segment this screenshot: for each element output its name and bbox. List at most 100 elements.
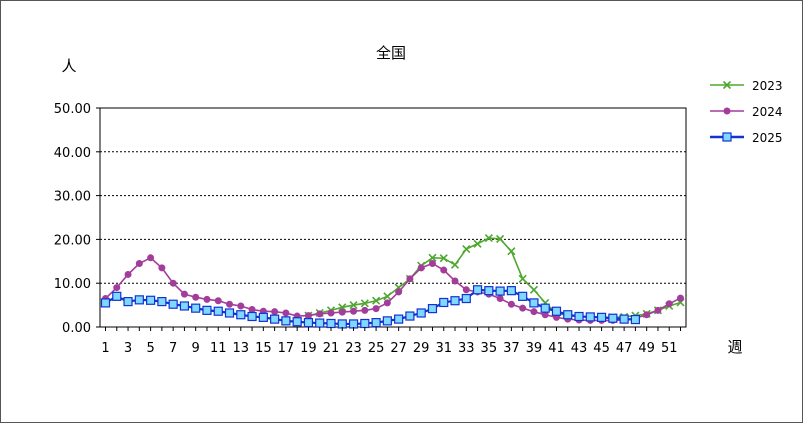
data-point	[180, 290, 188, 298]
data-point	[303, 318, 314, 328]
data-point	[677, 294, 684, 302]
data-point	[382, 316, 392, 326]
y-tick-label: 0.00	[62, 321, 91, 336]
data-point	[169, 279, 177, 287]
x-tick-label: 31	[435, 341, 452, 356]
data-point	[461, 293, 471, 304]
data-point	[226, 300, 234, 308]
data-point	[168, 299, 178, 309]
data-point	[179, 301, 190, 311]
data-point	[540, 303, 550, 313]
x-tick-label: 41	[548, 341, 565, 356]
data-point	[439, 297, 449, 308]
legend-marker	[722, 132, 732, 142]
data-point	[236, 310, 246, 320]
data-point	[337, 319, 347, 329]
data-point	[203, 295, 211, 303]
data-point	[135, 259, 143, 267]
data-point	[496, 234, 505, 244]
x-tick-label: 1	[101, 341, 109, 356]
x-axis-label: 週	[727, 338, 742, 356]
data-point	[440, 266, 448, 274]
x-tick-label: 35	[481, 341, 498, 356]
data-point	[406, 275, 414, 283]
data-point	[292, 317, 302, 327]
data-point	[507, 247, 516, 256]
x-tick-label: 17	[278, 341, 295, 356]
chart-title: 全国	[376, 44, 406, 62]
data-point	[112, 291, 122, 301]
x-tick-label: 3	[124, 341, 132, 356]
series-line-2024	[104, 256, 681, 322]
data-point	[247, 311, 257, 322]
data-point	[484, 286, 494, 296]
data-point	[451, 277, 459, 285]
data-point	[192, 293, 200, 301]
data-point	[271, 308, 279, 316]
data-point	[495, 286, 505, 296]
data-point	[258, 312, 268, 322]
legend-label: 2023	[752, 79, 783, 93]
data-point	[123, 296, 133, 307]
legend-item-2023: 2023	[710, 79, 783, 93]
data-point	[383, 292, 392, 301]
data-point	[551, 306, 562, 316]
data-point	[270, 314, 280, 324]
x-tick-label: 11	[210, 341, 227, 356]
legend: 2023 2024 2025	[710, 79, 783, 145]
data-point	[224, 308, 235, 318]
data-point	[472, 285, 483, 295]
y-tick-label: 40.00	[54, 146, 91, 161]
data-point	[462, 244, 471, 254]
x-tick-label: 7	[169, 341, 177, 356]
data-point	[360, 299, 369, 308]
data-point	[530, 308, 538, 316]
data-point	[473, 239, 482, 248]
data-point	[496, 295, 504, 303]
y-tick-label: 30.00	[54, 190, 91, 205]
data-point	[608, 313, 618, 323]
legend-label: 2025	[752, 131, 783, 145]
data-point	[214, 297, 222, 305]
data-point	[248, 305, 256, 313]
legend-label: 2024	[752, 105, 783, 119]
data-point	[506, 286, 516, 296]
x-tick-label: 23	[345, 341, 362, 356]
data-point	[417, 264, 425, 272]
data-point	[360, 318, 370, 329]
data-point	[338, 308, 346, 316]
x-tick-label: 25	[368, 341, 385, 356]
data-point	[349, 301, 358, 310]
data-point	[326, 318, 336, 329]
plot-area	[99, 107, 687, 328]
data-point	[484, 234, 493, 243]
data-point	[665, 300, 673, 308]
data-point	[518, 291, 528, 301]
x-tick-label: 49	[638, 341, 655, 356]
x-tick-label: 37	[503, 341, 520, 356]
data-point	[361, 306, 369, 314]
data-point	[439, 254, 448, 263]
x-tick-label: 51	[661, 341, 678, 356]
data-point	[518, 274, 527, 283]
data-point	[371, 318, 381, 328]
data-point	[282, 309, 290, 317]
data-point	[427, 304, 438, 314]
legend-marker	[722, 80, 732, 90]
data-point	[327, 309, 335, 317]
data-point	[124, 270, 132, 278]
grid-layer	[100, 151, 686, 284]
data-point	[654, 306, 662, 314]
data-point	[416, 308, 426, 318]
data-point	[428, 253, 437, 262]
data-point	[383, 299, 391, 307]
x-tick-label: 15	[255, 341, 272, 356]
data-point	[563, 310, 573, 320]
data-point	[450, 260, 460, 269]
series-2024	[102, 254, 684, 324]
data-point	[372, 305, 380, 313]
data-point	[507, 300, 515, 308]
x-tick-label: 5	[146, 341, 154, 356]
data-point	[643, 311, 651, 319]
